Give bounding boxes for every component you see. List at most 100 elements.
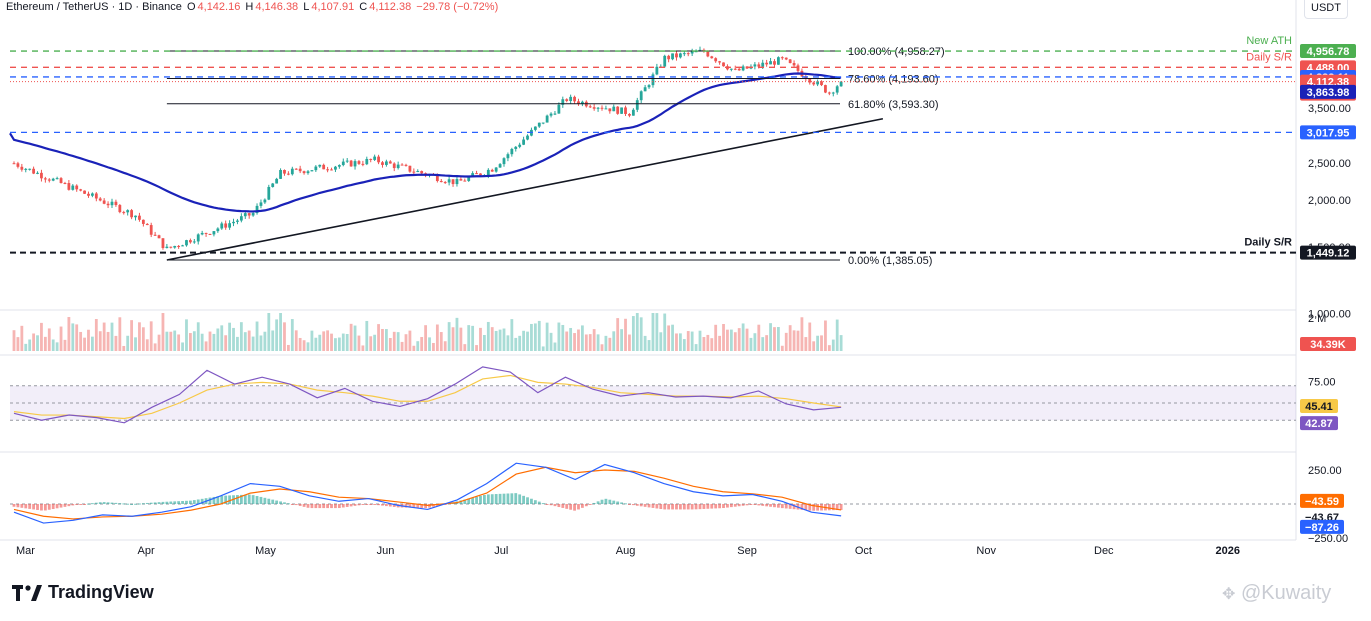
candle-body [330, 169, 333, 171]
macd-histogram-bar [416, 504, 420, 508]
volume-bar [514, 337, 518, 351]
macd-histogram-bar [639, 504, 643, 507]
low-value: 4,107.91 [311, 1, 355, 13]
price-badge-bg [1300, 125, 1356, 140]
candle-body [663, 55, 667, 67]
macd-histogram-bar [612, 500, 616, 504]
volume-bar [428, 337, 431, 351]
macd-histogram-bar [310, 504, 314, 509]
volume-bar [804, 337, 808, 351]
macd-histogram-bar [475, 496, 478, 504]
volume-bar [439, 332, 443, 351]
macd-histogram-bar [55, 504, 59, 509]
currency-label[interactable]: USDT [1304, 0, 1348, 19]
macd-histogram-bar [741, 504, 745, 506]
volume-bar [126, 335, 130, 351]
macd-histogram-bar [365, 504, 369, 505]
macd-histogram-bar [110, 502, 114, 504]
volume-bar [16, 337, 20, 351]
candle-body [67, 183, 71, 190]
volume-badge [1300, 337, 1356, 351]
volume-bar [647, 340, 651, 351]
candle-body [251, 213, 255, 216]
candle-body [118, 205, 122, 213]
macd-histogram-bar [777, 504, 780, 508]
macd-histogram-bar [130, 503, 133, 505]
ema-line [9, 72, 842, 213]
macd-histogram-bar [729, 504, 733, 508]
candle-body [349, 160, 353, 167]
macd-histogram-bar [40, 504, 43, 511]
candle-body [224, 223, 228, 228]
volume-bar [820, 335, 823, 351]
macd-histogram-bar [486, 494, 490, 504]
candle-body [220, 223, 224, 229]
candle-body [369, 158, 373, 160]
volume-bar [200, 333, 204, 351]
volume-bar [196, 322, 200, 351]
candle-body [263, 199, 267, 203]
price-badge-value: 4,956.78 [1307, 46, 1350, 58]
candle-body [679, 53, 682, 58]
candle-body [792, 63, 796, 66]
volume-bar [290, 319, 294, 351]
macd-histogram-bar [694, 504, 698, 510]
volume-bar [737, 328, 741, 351]
price-badge-bg [1300, 245, 1356, 260]
candle-body [628, 113, 631, 116]
symbol-title[interactable]: Ethereum / TetherUS · 1D · Binance [6, 1, 182, 13]
macd-histogram-bar [769, 504, 772, 507]
macd-histogram-bar [94, 502, 98, 504]
candle-body [671, 53, 674, 60]
volume-bar [659, 332, 663, 351]
macd-histogram-bar [36, 504, 39, 510]
candle-body [447, 179, 451, 183]
rsi-ma-badge-bg [1300, 398, 1338, 413]
macd-line [13, 462, 842, 524]
volume-bar [769, 323, 772, 351]
macd-histogram-bar [114, 502, 118, 504]
macd-signal-badge-value: −43.59 [1305, 496, 1339, 508]
candle-body [51, 178, 55, 181]
candle-body [526, 135, 529, 140]
candle-body [643, 87, 647, 92]
volume-bar [75, 324, 79, 351]
candle-body [718, 61, 721, 63]
macd-histogram-bar [506, 493, 510, 504]
macd-histogram-bar [608, 499, 612, 504]
candle-body [839, 81, 843, 87]
trendline [166, 117, 884, 261]
macd-histogram-bar [122, 503, 126, 505]
candle-body [157, 235, 161, 239]
candle-body [271, 183, 275, 187]
candle-body [290, 168, 294, 175]
volume-bar [827, 345, 831, 351]
macd-histogram-bar [408, 504, 412, 508]
volume-bar [596, 334, 600, 351]
macd-histogram-bar [173, 501, 177, 504]
candle-body [24, 168, 28, 170]
candle-body [533, 126, 537, 130]
close-label: C [359, 1, 368, 13]
volume-bar [63, 339, 67, 351]
volume-bar [91, 336, 94, 351]
volume-bar [792, 330, 796, 351]
macd-histogram-bar [267, 498, 271, 504]
volume-bar [208, 331, 212, 351]
macd-histogram-bar [788, 504, 792, 509]
volume-bar [800, 317, 804, 351]
volume-bar [765, 335, 769, 351]
volume-bar [106, 331, 110, 351]
candle-body [565, 99, 569, 101]
volume-bar [447, 322, 451, 351]
candle-body [635, 100, 639, 110]
candle-body [126, 210, 130, 213]
volume-bar [98, 331, 102, 351]
candle-body [404, 164, 408, 166]
macd-histogram-bar [165, 501, 169, 504]
volume-bar [20, 325, 24, 351]
volume-bar [741, 323, 745, 351]
macd-histogram-bar [43, 504, 47, 511]
volume-bar [569, 327, 573, 351]
candle-body [189, 240, 192, 243]
